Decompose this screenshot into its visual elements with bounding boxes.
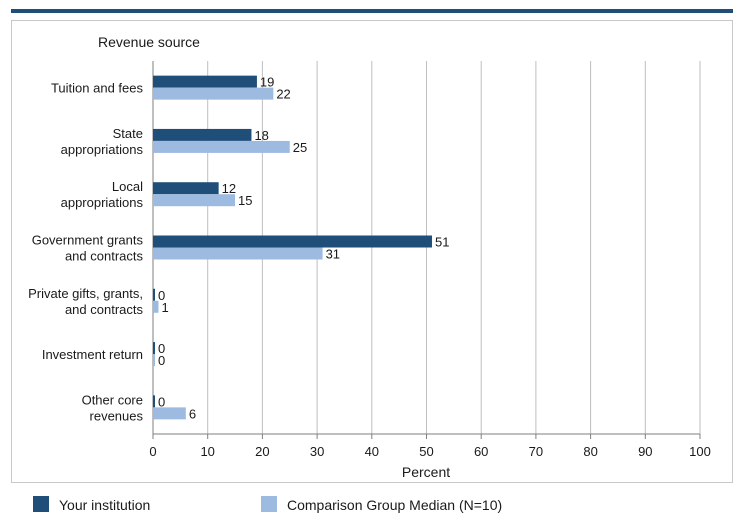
bar-value-label: 6 [189, 406, 196, 421]
category-label: Private gifts, grants, [28, 286, 143, 301]
category-label: Tuition and fees [51, 81, 144, 96]
x-tick-label: 50 [419, 444, 433, 459]
zero-bar-stub [153, 395, 155, 408]
bar-value-label: 51 [435, 235, 449, 250]
legend-label-your-institution: Your institution [59, 497, 151, 513]
bar-your-institution [153, 75, 257, 88]
value-axis-title: Percent [402, 464, 450, 480]
x-tick-label: 20 [255, 444, 269, 459]
category-label: State [113, 126, 143, 141]
x-tick-label: 30 [310, 444, 324, 459]
bar-comparison-group [153, 407, 186, 420]
x-tick-label: 10 [200, 444, 214, 459]
x-tick-label: 80 [583, 444, 597, 459]
zero-bar-stub [153, 342, 155, 355]
chart-frame: Revenue source 19 22 18 25 12 15 51 31 0 1 0 0 0 6 Tu… [11, 20, 733, 483]
top-rule [11, 9, 733, 13]
bar-comparison-group [153, 300, 159, 313]
x-tick-label: 90 [638, 444, 652, 459]
category-label: Investment return [42, 347, 143, 362]
bar-value-label: 12 [222, 181, 236, 196]
category-label: revenues [90, 408, 144, 423]
category-label: and contracts [65, 302, 144, 317]
bar-value-label: 1 [161, 300, 168, 315]
x-tick-label: 0 [149, 444, 156, 459]
bar-comparison-group [153, 87, 274, 100]
category-label: and contracts [65, 249, 144, 264]
bar-value-label: 18 [254, 128, 268, 143]
bar-your-institution [153, 235, 432, 248]
x-tick-label: 100 [689, 444, 711, 459]
bar-comparison-group [153, 194, 236, 207]
bar-value-label: 25 [293, 140, 307, 155]
bar-comparison-group [153, 140, 290, 153]
bar-value-label: 0 [158, 341, 165, 356]
bar-value-label: 31 [326, 247, 340, 262]
x-tick-label: 70 [529, 444, 543, 459]
legend-swatch-your-institution [33, 496, 49, 512]
zero-bar-stub [153, 288, 155, 301]
bar-your-institution [153, 182, 219, 195]
legend-label-comparison-group: Comparison Group Median (N=10) [287, 497, 503, 513]
legend-swatch-comparison-group [261, 496, 277, 512]
category-label: appropriations [61, 195, 144, 210]
legend: Your institution Comparison Group Median… [11, 490, 733, 516]
category-label: Other core [82, 392, 143, 407]
category-label: Local [112, 179, 143, 194]
x-tick-label: 40 [365, 444, 379, 459]
bar-value-label: 0 [158, 394, 165, 409]
category-label: appropriations [61, 142, 144, 157]
bar-your-institution [153, 128, 252, 141]
zero-bar-stub [153, 354, 155, 367]
category-axis-title: Revenue source [98, 34, 200, 50]
category-label: Government grants [32, 233, 144, 248]
x-tick-label: 60 [474, 444, 488, 459]
bar-value-label: 0 [158, 353, 165, 368]
bar-value-label: 15 [238, 193, 252, 208]
bar-value-label: 22 [276, 87, 290, 102]
bar-value-label: 19 [260, 75, 274, 90]
bar-comparison-group [153, 247, 323, 260]
bar-value-label: 0 [158, 288, 165, 303]
